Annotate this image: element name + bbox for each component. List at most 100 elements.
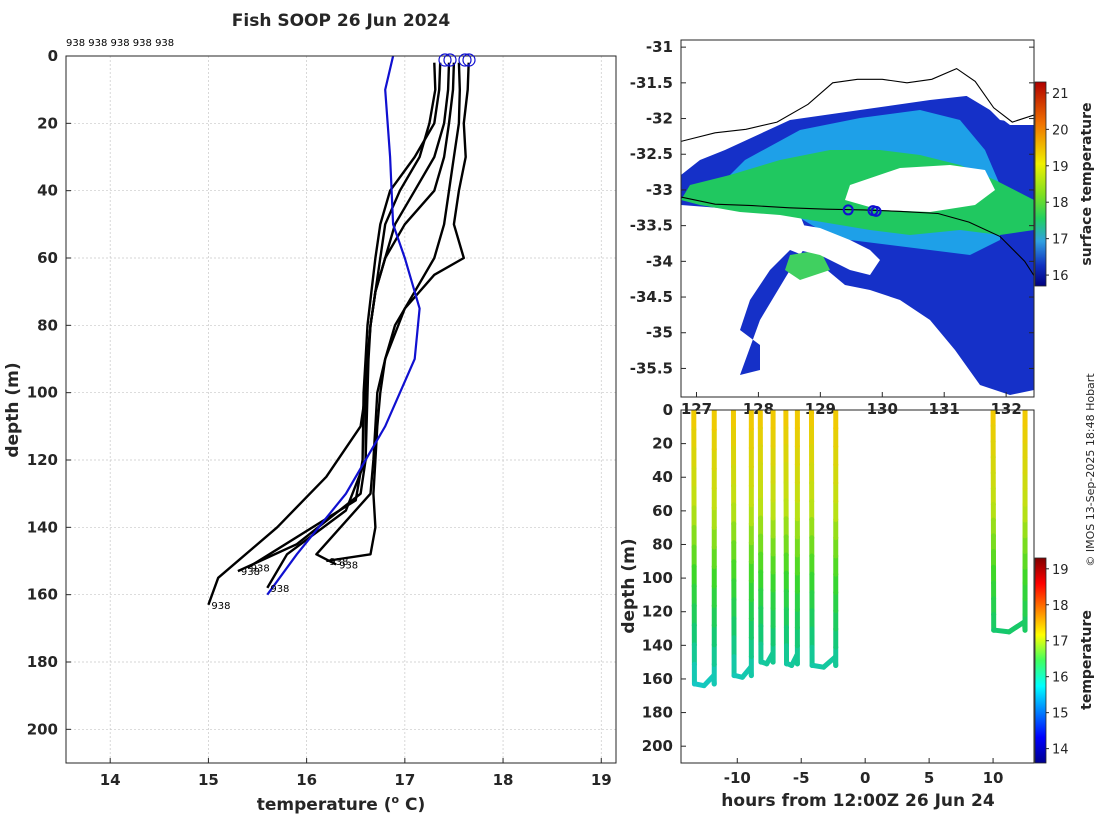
ship-position xyxy=(870,205,882,217)
cast-label: 938 xyxy=(211,601,230,612)
surface-marker xyxy=(443,53,457,67)
section-ylabel: depth (m) xyxy=(619,538,639,633)
cast-label: 938 xyxy=(270,584,289,595)
y-tick-label: 160 xyxy=(27,586,58,604)
section-y-tick-label: 80 xyxy=(652,535,673,553)
ship-position xyxy=(842,204,854,216)
profile-series xyxy=(207,62,470,606)
y-tick-label: 20 xyxy=(37,114,58,132)
map-lat-label: -32 xyxy=(646,110,673,128)
ship-track xyxy=(842,204,882,217)
y-tick-label: 60 xyxy=(37,249,58,267)
profile-axes-frame xyxy=(65,55,617,764)
map-lon-label: 132 xyxy=(990,400,1021,418)
x-tick-label: 19 xyxy=(591,771,612,789)
map-lat-label: -35 xyxy=(646,324,673,342)
y-tick-label: 180 xyxy=(27,653,58,671)
temp-cb-label: 14 xyxy=(1052,743,1069,758)
temp-cb-label: 18 xyxy=(1052,599,1069,614)
map-lat-label: -35.5 xyxy=(630,359,673,377)
temperature-colorbar xyxy=(1034,557,1047,764)
section-y-tick-label: 0 xyxy=(663,401,673,419)
sst-field xyxy=(681,40,1034,397)
surface-cb-label: 19 xyxy=(1052,160,1069,175)
x-tick-label: 16 xyxy=(296,771,317,789)
section-x-tick-label: 10 xyxy=(983,769,1004,787)
map-lon-label: 127 xyxy=(681,400,712,418)
x-tick-label: 14 xyxy=(100,771,121,789)
figure-title: Fish SOOP 26 Jun 2024 xyxy=(232,11,451,31)
y-tick-label: 40 xyxy=(37,182,58,200)
profile-ylabel: depth (m) xyxy=(3,362,23,457)
section-y-tick-label: 140 xyxy=(642,636,673,654)
section-cast xyxy=(783,410,800,669)
y-tick-label: 80 xyxy=(37,316,58,334)
sst-cloud-gap xyxy=(760,330,985,397)
section-cast xyxy=(757,410,776,667)
land-area xyxy=(681,40,1034,148)
cast-label: 938 xyxy=(339,560,358,571)
surface-cb-label: 16 xyxy=(1052,269,1069,284)
map-lat-label: -33 xyxy=(646,181,673,199)
surface-marker xyxy=(438,53,452,67)
profile-xlabel: temperature (o C) xyxy=(257,793,426,815)
section-y-tick-label: 180 xyxy=(642,704,673,722)
map-axes-frame xyxy=(680,39,1035,398)
surface-marker xyxy=(458,53,472,67)
surface-cb-label: 21 xyxy=(1052,87,1069,102)
section-xlabel: hours from 12:00Z 26 Jun 24 xyxy=(721,791,995,811)
x-tick-label: 18 xyxy=(493,771,514,789)
section-y-tick-label: 200 xyxy=(642,737,673,755)
map-lon-label: 130 xyxy=(867,400,898,418)
map-lat-label: -31 xyxy=(646,38,673,56)
temperature-colorbar-ticks: 14 15 16 17 18 19 xyxy=(1046,563,1069,758)
profile-grid xyxy=(66,55,616,763)
surface-marker xyxy=(462,53,476,67)
y-tick-label: 120 xyxy=(27,451,58,469)
map-lat-label: -34.5 xyxy=(630,288,673,306)
section-axes-frame xyxy=(680,409,1035,764)
sst-cloud-gap xyxy=(845,165,995,212)
surface-markers xyxy=(438,53,476,67)
climatology-line xyxy=(266,56,421,596)
profile-line xyxy=(237,62,451,573)
section-x-tick-label: -5 xyxy=(793,769,810,787)
top-cast-labels: 938 938 938 938 938 xyxy=(66,38,174,49)
x-tick-label: 17 xyxy=(394,771,415,789)
temp-cb-label: 19 xyxy=(1052,563,1069,578)
cast-label: 938 xyxy=(241,567,260,578)
coastline-south xyxy=(681,196,1034,276)
section-y-tick-label: 20 xyxy=(652,435,673,453)
map-lon-label: 131 xyxy=(929,400,960,418)
temperature-colorbar-label: temperature xyxy=(1079,610,1095,710)
section-casts xyxy=(691,410,1028,689)
x-tick-label: 15 xyxy=(198,771,219,789)
section-segment xyxy=(1006,619,1027,635)
surface-cb-label: 20 xyxy=(1052,123,1069,138)
section-cast xyxy=(691,410,717,689)
section-y-tick-label: 100 xyxy=(642,569,673,587)
cast-label: 938 xyxy=(251,564,270,575)
y-tick-label: 100 xyxy=(27,384,58,402)
surface-colorbar-label: surface temperature xyxy=(1079,102,1095,265)
coastline-north xyxy=(681,67,1034,142)
cast-label: 938 xyxy=(329,557,348,568)
profile-line xyxy=(247,62,442,569)
map-lat-label: -31.5 xyxy=(630,74,673,92)
surface-colorbar-ticks: 16 17 18 19 20 21 xyxy=(1046,87,1069,284)
profile-line xyxy=(326,62,470,563)
map-lat-label: -34 xyxy=(646,252,673,270)
section-y-tick-label: 60 xyxy=(652,502,673,520)
map-lat-label: -32.5 xyxy=(630,145,673,163)
sst-cloud-gap xyxy=(681,320,740,397)
temp-cb-label: 16 xyxy=(1052,671,1069,686)
surface-cb-label: 18 xyxy=(1052,196,1069,211)
map-ticks: -31 -31.5 -32 -32.5 -33 -33.5 -34 -34.5 -35 -35.5… xyxy=(630,38,1034,418)
section-cast xyxy=(808,410,839,670)
section-y-tick-label: 160 xyxy=(642,670,673,688)
credit-text: © IMOS 13-Sep-2025 18:48 Hobart xyxy=(1084,373,1097,567)
y-tick-label: 0 xyxy=(48,47,58,65)
